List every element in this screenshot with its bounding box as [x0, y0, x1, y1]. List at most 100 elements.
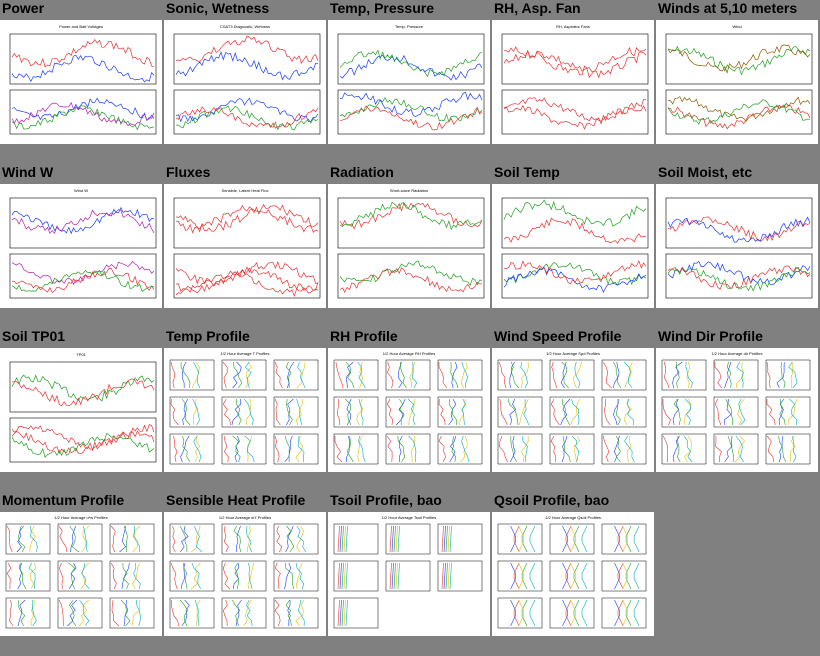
plot-thumbnail[interactable]: 1/2 Hour Average Spd Profiles	[492, 348, 654, 472]
profile-line	[509, 435, 516, 463]
plot-thumbnail[interactable]: 1/2 Hour Average Tsoil Profiles	[328, 512, 490, 636]
plot-thumbnail[interactable]: 1/2 Hour Average RH Profiles	[328, 348, 490, 472]
profile-line	[513, 525, 520, 553]
panel-title: Temp Profile	[166, 328, 250, 344]
panel-title: Sonic, Wetness	[166, 0, 270, 16]
plot-subtitle: RH, Aspirator Fans	[556, 24, 590, 29]
subplot-frame	[549, 359, 595, 391]
plot-subtitle: 1/2 Hour Average Tsoil Profiles	[382, 515, 437, 520]
profile-line	[625, 599, 632, 627]
profile-line	[461, 398, 467, 426]
profile-line	[562, 398, 570, 426]
profile-line	[685, 361, 693, 389]
panel-title: Power	[2, 0, 45, 16]
profile-line	[513, 562, 520, 590]
profile-line	[285, 525, 294, 553]
profile-line	[358, 435, 366, 463]
plot-thumbnail[interactable]: Sensible, Latent Heat Flux	[164, 184, 326, 308]
series-line	[339, 91, 483, 117]
subplot-frame	[273, 359, 319, 391]
plot-graphic: 1/2 Hour Average Spd Profiles	[497, 351, 647, 465]
panel-title: RH, Asp. Fan	[494, 0, 581, 16]
plot-thumbnail[interactable]: 1/2 Hour Average Qsoil Profiles	[492, 512, 654, 636]
subplot-frame	[5, 523, 51, 555]
plot-thumbnail[interactable]: Power and Batt Voltages	[0, 20, 162, 144]
plot-thumbnail[interactable]: CSAT3 Diagnostic, Wetness	[164, 20, 326, 144]
series-line	[667, 99, 811, 125]
series-line	[175, 51, 319, 81]
profile-line	[633, 599, 640, 627]
plot-subtitle: Temp, Pressure	[395, 24, 424, 29]
profile-line	[520, 361, 528, 389]
profile-line	[518, 525, 524, 553]
subplot-frame	[437, 523, 483, 555]
profile-line	[448, 398, 457, 426]
profile-line	[673, 398, 681, 426]
profile-line	[560, 361, 567, 389]
subplot-frame	[333, 433, 379, 465]
plot-thumbnail[interactable]: Wind	[656, 20, 818, 144]
series-line	[11, 260, 155, 285]
plot-frame	[665, 33, 813, 85]
profile-line	[447, 562, 450, 590]
plot-frame	[337, 253, 485, 299]
series-line	[11, 54, 155, 83]
panel-wind-dir-profile: Wind Dir Profile 1/2 Hour Average dir Pr…	[656, 328, 818, 472]
plot-thumbnail[interactable]: 1/2 Hour Average w't' Profiles	[164, 512, 326, 636]
subplot-frame	[169, 523, 215, 555]
series-line	[503, 261, 647, 286]
profile-line	[79, 599, 90, 627]
subplot-frame	[713, 433, 759, 465]
profile-line	[123, 599, 129, 627]
panel-fluxes: Fluxes Sensible, Latent Heat Flux	[164, 164, 326, 308]
plot-thumbnail[interactable]: Wind W	[0, 184, 162, 308]
plot-thumbnail[interactable]	[656, 184, 818, 308]
profile-line	[461, 435, 470, 463]
plot-thumbnail[interactable]: 1/2 Hour Average T Profiles	[164, 348, 326, 472]
profile-line	[778, 435, 784, 463]
plot-graphic: 1/2 Hour Average Tsoil Profiles	[333, 515, 483, 629]
profile-line	[244, 398, 254, 426]
plot-subtitle: TP01	[76, 352, 86, 357]
profile-line	[441, 525, 444, 553]
profile-line	[499, 398, 508, 426]
profile-line	[81, 562, 90, 590]
plot-thumbnail[interactable]	[492, 184, 654, 308]
profile-line	[451, 435, 457, 463]
profile-line	[623, 361, 633, 389]
plot-thumbnail[interactable]: 1/2 Hour Average u*w Profiles	[0, 512, 162, 636]
profile-line	[400, 361, 407, 389]
profile-line	[358, 398, 364, 426]
plot-thumbnail[interactable]: 1/2 Hour Average dir Profiles	[656, 348, 818, 472]
subplot-frame	[661, 396, 707, 428]
profile-line	[570, 599, 576, 627]
plot-graphic: Short-wave Radiation	[337, 188, 485, 299]
plot-thumbnail[interactable]: TP01	[0, 348, 162, 472]
subplot-frame	[333, 560, 379, 592]
profile-line	[194, 599, 200, 627]
profile-line	[683, 398, 692, 426]
subplot-frame	[333, 523, 379, 555]
profile-line	[565, 525, 572, 553]
profile-line	[460, 435, 468, 463]
profile-line	[727, 435, 735, 463]
profile-line	[391, 562, 394, 590]
profile-line	[18, 562, 27, 590]
plot-thumbnail[interactable]: Temp, Pressure	[328, 20, 490, 144]
series-line	[503, 267, 647, 294]
profile-line	[286, 361, 295, 389]
profile-line	[69, 599, 77, 627]
profile-line	[573, 435, 581, 463]
profile-line	[391, 525, 394, 553]
series-line	[11, 268, 155, 293]
profile-line	[232, 361, 242, 389]
series-line	[503, 199, 647, 227]
profile-line	[287, 600, 291, 626]
subplot-frame	[601, 523, 647, 555]
plot-thumbnail[interactable]: Short-wave Radiation	[328, 184, 490, 308]
profile-line	[345, 525, 348, 553]
profile-line	[341, 599, 344, 627]
plot-thumbnail[interactable]: RH, Aspirator Fans	[492, 20, 654, 144]
profile-line	[222, 599, 228, 627]
profile-line	[624, 361, 633, 389]
